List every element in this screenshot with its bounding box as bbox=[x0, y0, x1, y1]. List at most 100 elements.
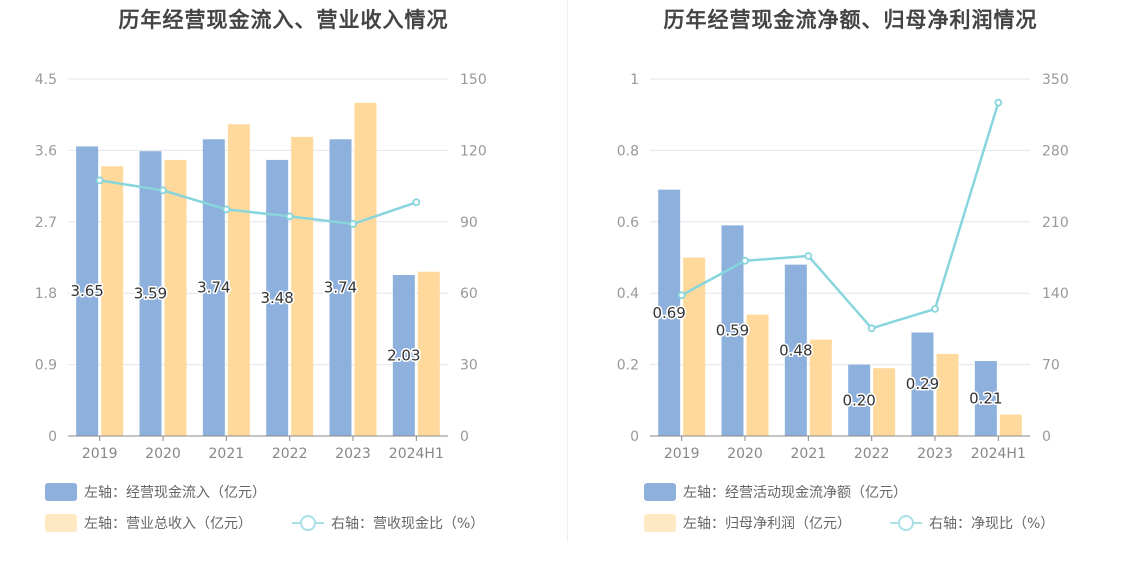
line-point bbox=[931, 305, 939, 313]
y-right-tick-label: 90 bbox=[460, 215, 478, 231]
line-point bbox=[741, 256, 749, 265]
y-right-tick-label: 350 bbox=[1042, 72, 1069, 88]
bar-secondary bbox=[227, 124, 250, 436]
bar-secondary bbox=[683, 257, 706, 436]
legend-swatch-bar-orange bbox=[45, 514, 77, 532]
y-right-tick-label: 60 bbox=[460, 286, 478, 302]
y-left-tick-label: 0.4 bbox=[617, 286, 639, 302]
legend-item-net-profit[interactable]: 左轴：归母净利润（亿元） bbox=[644, 513, 851, 533]
x-tick-label: 2022 bbox=[272, 446, 308, 462]
line-point bbox=[804, 252, 813, 260]
x-tick-label: 2021 bbox=[209, 446, 245, 462]
data-label: 0.59 bbox=[716, 322, 749, 340]
legend-item-revenue[interactable]: 左轴：营业总收入（亿元） bbox=[45, 513, 252, 533]
bar-primary bbox=[76, 146, 99, 436]
x-tick-label: 2022 bbox=[854, 446, 890, 462]
y-right-tick-label: 30 bbox=[460, 358, 478, 374]
data-label: 0.21 bbox=[969, 390, 1002, 408]
legend-label: 左轴：归母净利润（亿元） bbox=[683, 516, 851, 532]
y-left-tick-label: 3.6 bbox=[35, 143, 57, 159]
legend-swatch-bar-orange bbox=[644, 514, 676, 532]
bar-secondary bbox=[291, 136, 314, 436]
line-point bbox=[95, 176, 104, 185]
y-left-tick-label: 0.6 bbox=[617, 215, 639, 231]
x-tick-label: 2023 bbox=[917, 446, 953, 462]
data-label: 0.69 bbox=[652, 304, 685, 322]
line-point bbox=[677, 291, 686, 300]
y-left-tick-label: 0.9 bbox=[35, 358, 57, 374]
legend-item-inflow[interactable]: 左轴：经营现金流入（亿元） bbox=[45, 482, 266, 502]
bar-secondary bbox=[873, 368, 896, 436]
legend-swatch-line-icon bbox=[292, 514, 324, 532]
legend-swatch-line-icon bbox=[890, 514, 922, 532]
bar-secondary bbox=[101, 166, 124, 436]
y-right-tick-label: 120 bbox=[460, 143, 487, 159]
y-left-tick-label: 0 bbox=[630, 429, 639, 445]
bar-primary bbox=[266, 159, 289, 437]
legend-swatch-bar-blue bbox=[45, 483, 77, 501]
y-right-tick-label: 140 bbox=[1042, 286, 1069, 302]
series-line bbox=[681, 102, 1000, 330]
legend-item-ratio[interactable]: 右轴：营收现金比（%） bbox=[292, 513, 484, 533]
legend-label: 右轴：营收现金比（%） bbox=[331, 516, 485, 532]
line-point bbox=[285, 212, 294, 221]
legend-label: 左轴：经营活动现金流净额（亿元） bbox=[683, 485, 907, 501]
bar-primary bbox=[848, 364, 871, 436]
chart-svg-right: 0 0 0.2 70 0.4 140 0.6 210 0.8 280 1 350 2019 2020 202… bbox=[617, 72, 1069, 462]
x-tick-label: 2023 bbox=[335, 446, 371, 462]
line-point bbox=[349, 220, 357, 228]
y-left-tick-label: 1 bbox=[630, 72, 639, 88]
x-tick-label: 2019 bbox=[82, 446, 118, 462]
data-label: 0.20 bbox=[842, 391, 875, 409]
bar-secondary bbox=[354, 102, 377, 437]
y-right-tick-label: 0 bbox=[460, 429, 469, 445]
line-point bbox=[222, 205, 231, 214]
line-point bbox=[994, 98, 1003, 107]
y-right-tick-label: 150 bbox=[460, 72, 487, 88]
bar-primary bbox=[392, 274, 415, 436]
y-left-tick-label: 0.8 bbox=[617, 143, 639, 159]
line-point bbox=[867, 324, 876, 333]
legend-label: 左轴：营业总收入（亿元） bbox=[84, 516, 252, 532]
bar-secondary bbox=[746, 314, 769, 436]
bar-primary bbox=[202, 139, 225, 436]
y-right-tick-label: 0 bbox=[1042, 429, 1051, 445]
bar-primary bbox=[139, 151, 162, 436]
legend-label: 右轴：净现比（%） bbox=[929, 516, 1055, 532]
legend-label: 左轴：经营现金流入（亿元） bbox=[84, 485, 266, 501]
y-left-tick-label: 0 bbox=[48, 429, 57, 445]
y-left-tick-label: 1.8 bbox=[35, 286, 57, 302]
chart-panel-left: 历年经营现金流入、营业收入情况 0 0 0.9 30 1.8 60 2.7 90 3.6 120 4… bbox=[35, 8, 487, 533]
bar-primary bbox=[658, 189, 681, 436]
legend-item-net-cash[interactable]: 左轴：经营活动现金流净额（亿元） bbox=[644, 482, 907, 502]
legend-item-net-cash-ratio[interactable]: 右轴：净现比（%） bbox=[890, 513, 1054, 533]
chart-svg-left: 0 0 0.9 30 1.8 60 2.7 90 3.6 120 4.5 150 2019 2020 202… bbox=[35, 72, 487, 462]
y-right-tick-label: 280 bbox=[1042, 143, 1069, 159]
data-label: 3.74 bbox=[324, 279, 357, 297]
x-tick-label: 2021 bbox=[791, 446, 827, 462]
bar-secondary bbox=[936, 353, 959, 436]
data-label: 3.74 bbox=[197, 279, 230, 297]
line-point bbox=[159, 186, 167, 195]
bar-primary bbox=[329, 139, 352, 436]
bar-primary bbox=[721, 225, 744, 436]
x-tick-label: 2020 bbox=[145, 446, 181, 462]
bar-primary bbox=[974, 361, 997, 436]
bar-primary bbox=[911, 332, 934, 436]
legend-swatch-bar-blue bbox=[644, 483, 676, 501]
y-left-tick-label: 0.2 bbox=[617, 358, 639, 374]
panel-divider bbox=[567, 0, 568, 542]
bar-secondary bbox=[999, 414, 1022, 436]
bar-secondary bbox=[417, 271, 440, 436]
data-label: 2.03 bbox=[387, 346, 420, 364]
x-tick-label: 2020 bbox=[727, 446, 763, 462]
y-right-tick-label: 70 bbox=[1042, 358, 1060, 374]
chart-panel-right: 历年经营现金流净额、归母净利润情况 0 0 0.2 70 0.4 140 0.6 210 0.8… bbox=[567, 0, 1134, 582]
bar-primary bbox=[784, 264, 807, 436]
y-left-tick-label: 4.5 bbox=[35, 72, 57, 88]
y-left-tick-label: 2.7 bbox=[35, 215, 57, 231]
chart-title: 历年经营现金流净额、归母净利润情况 bbox=[663, 8, 1038, 32]
bar-secondary bbox=[164, 159, 187, 437]
data-label: 0.29 bbox=[906, 375, 939, 393]
line-point bbox=[412, 198, 421, 207]
